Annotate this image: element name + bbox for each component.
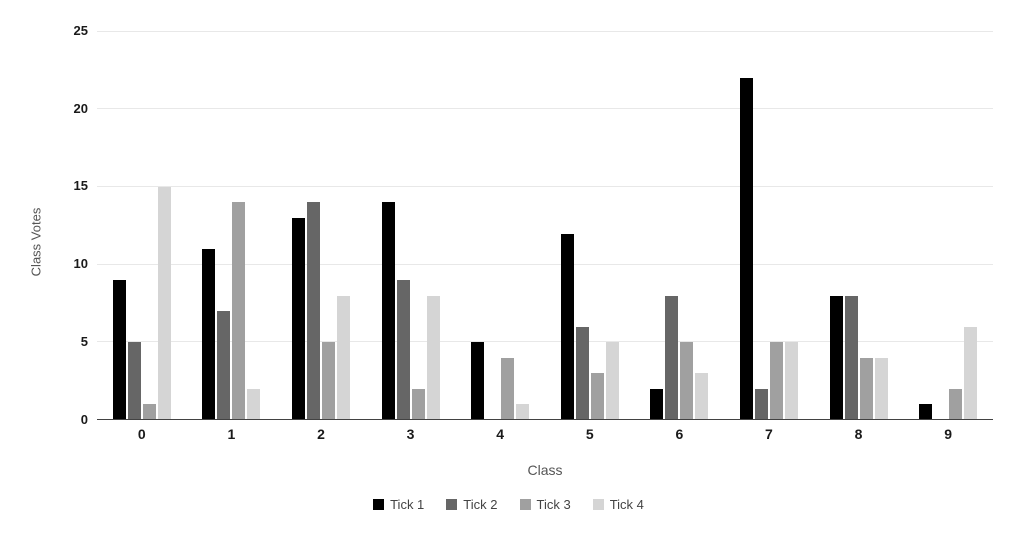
legend-swatch-icon bbox=[592, 499, 604, 510]
x-tick-label-6: 6 bbox=[675, 426, 684, 442]
bar-tick2-class8 bbox=[844, 296, 858, 420]
x-tick-label-4: 4 bbox=[496, 426, 505, 442]
x-tick-label-3: 3 bbox=[406, 426, 415, 442]
y-tick-label-25: 25 bbox=[73, 23, 88, 38]
bar-group-class-8 bbox=[814, 31, 904, 420]
bar-tick1-class7 bbox=[739, 78, 753, 420]
bar-groups bbox=[97, 31, 993, 420]
bar-tick3-class5 bbox=[590, 373, 604, 420]
bar-tick3-class2 bbox=[321, 342, 335, 420]
y-tick-label-10: 10 bbox=[73, 256, 88, 272]
legend-swatch-icon bbox=[373, 499, 385, 510]
bar-tick1-class6 bbox=[650, 389, 664, 420]
bar-tick3-class3 bbox=[411, 389, 425, 420]
gridline-10 bbox=[97, 263, 993, 265]
y-tick-label-0: 0 bbox=[80, 411, 88, 427]
bar-group-class-5 bbox=[545, 31, 635, 420]
bar-group-class-9 bbox=[903, 31, 993, 420]
gridline-25 bbox=[97, 30, 993, 32]
bar-tick1-class5 bbox=[560, 234, 574, 420]
bar-group-class-2 bbox=[276, 31, 366, 420]
bar-tick1-class3 bbox=[381, 202, 395, 420]
bar-group-class-3 bbox=[366, 31, 456, 420]
bar-tick3-class7 bbox=[769, 342, 783, 420]
bar-group-class-0 bbox=[97, 31, 187, 420]
bar-tick2-class2 bbox=[306, 202, 320, 420]
bar-tick2-class3 bbox=[396, 280, 410, 420]
legend-label: Tick 2 bbox=[463, 497, 498, 512]
x-tick-label-5: 5 bbox=[585, 426, 594, 442]
x-tick-label-0: 0 bbox=[137, 426, 146, 442]
legend-item-tick-3: Tick 3 bbox=[519, 497, 571, 512]
x-tick-label-1: 1 bbox=[227, 426, 236, 442]
x-tick-label-8: 8 bbox=[854, 426, 863, 442]
bar-tick4-class1 bbox=[247, 389, 261, 420]
legend-label: Tick 4 bbox=[609, 497, 644, 512]
bar-tick1-class9 bbox=[919, 404, 933, 420]
gridline-20 bbox=[97, 108, 993, 110]
bar-tick4-class4 bbox=[516, 404, 530, 420]
bar-tick1-class1 bbox=[202, 249, 216, 420]
bar-tick3-class9 bbox=[949, 389, 963, 420]
bar-tick1-class4 bbox=[471, 342, 485, 420]
bar-tick1-class0 bbox=[112, 280, 126, 420]
bar-tick2-class6 bbox=[665, 296, 679, 420]
legend-label: Tick 1 bbox=[390, 497, 425, 512]
bar-tick2-class0 bbox=[127, 342, 141, 420]
x-axis-line bbox=[97, 419, 993, 420]
legend-label: Tick 3 bbox=[536, 497, 571, 512]
bar-tick4-class8 bbox=[874, 358, 888, 420]
x-tick-label-7: 7 bbox=[765, 426, 773, 442]
bar-tick4-class9 bbox=[964, 327, 978, 420]
bar-tick3-class4 bbox=[501, 358, 515, 420]
bar-tick2-class1 bbox=[217, 311, 231, 420]
bar-tick3-class0 bbox=[142, 404, 156, 420]
legend-item-tick-2: Tick 2 bbox=[446, 497, 498, 512]
legend-item-tick-4: Tick 4 bbox=[592, 497, 644, 512]
bar-tick4-class6 bbox=[695, 373, 709, 420]
gridline-15 bbox=[97, 185, 993, 187]
bar-tick4-class2 bbox=[336, 296, 350, 420]
plot-area bbox=[97, 30, 993, 420]
gridline-5 bbox=[97, 341, 993, 343]
x-axis-tick-labels: 0 1 2 3 4 5 6 7 8 9 bbox=[97, 426, 993, 442]
bar-group-class-1 bbox=[187, 31, 277, 420]
y-tick-label-15: 15 bbox=[73, 178, 88, 194]
x-tick-label-9: 9 bbox=[944, 426, 953, 442]
bar-group-class-4 bbox=[455, 31, 545, 420]
legend-swatch-icon bbox=[446, 499, 458, 510]
y-tick-label-20: 20 bbox=[73, 100, 88, 116]
bar-group-class-6 bbox=[635, 31, 725, 420]
bar-tick1-class8 bbox=[829, 296, 843, 420]
bar-tick4-class7 bbox=[784, 342, 798, 420]
bar-group-class-7 bbox=[724, 31, 814, 420]
bar-tick4-class3 bbox=[426, 296, 440, 420]
bar-tick1-class2 bbox=[291, 218, 305, 420]
bar-tick4-class5 bbox=[605, 342, 619, 420]
x-axis-title: Class bbox=[527, 462, 563, 478]
x-tick-label-2: 2 bbox=[317, 426, 325, 442]
bar-tick3-class8 bbox=[859, 358, 873, 420]
bar-tick3-class1 bbox=[232, 202, 246, 420]
legend-swatch-icon bbox=[519, 499, 531, 510]
y-tick-label-5: 5 bbox=[80, 333, 88, 349]
legend-item-tick-1: Tick 1 bbox=[373, 497, 424, 512]
bar-tick4-class0 bbox=[157, 187, 171, 420]
bar-tick2-class5 bbox=[575, 327, 589, 420]
legend: Tick 1 Tick 2 Tick 3 Tick 4 bbox=[0, 497, 1017, 512]
bar-tick2-class7 bbox=[754, 389, 768, 420]
bar-tick3-class6 bbox=[680, 342, 694, 420]
